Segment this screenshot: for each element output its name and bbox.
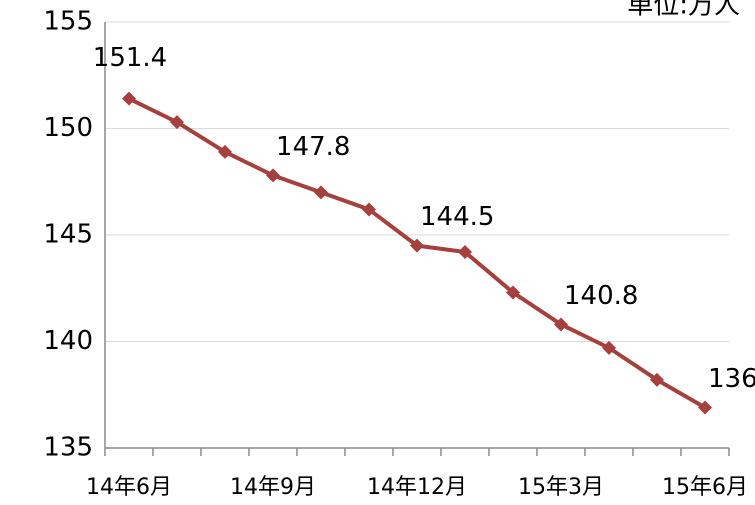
- y-tick-label: 145: [43, 220, 93, 250]
- x-tick-label: 14年12月: [367, 475, 467, 500]
- marker: [554, 317, 568, 332]
- data-label: 144.5: [420, 202, 494, 232]
- marker: [266, 168, 280, 183]
- marker: [218, 144, 232, 159]
- marker: [602, 340, 616, 355]
- marker: [458, 245, 472, 260]
- marker: [506, 285, 520, 300]
- y-tick-label: 135: [43, 433, 93, 463]
- line: [128, 96, 706, 410]
- y-tick-label: 140: [43, 326, 93, 356]
- unit-label: 单位:万人: [627, 0, 740, 21]
- marker: [362, 202, 376, 217]
- marker: [410, 238, 424, 253]
- x-tick-label: 14年9月: [230, 475, 316, 500]
- y-tick-label: 155: [43, 7, 93, 37]
- marker: [698, 400, 712, 415]
- data-label: 147.8: [276, 132, 350, 162]
- x-tick-label: 14年6月: [86, 475, 172, 500]
- y-tick-label: 150: [43, 113, 93, 143]
- x-tick-label: 15年6月: [662, 475, 748, 500]
- x-tick-label: 15年3月: [518, 475, 604, 500]
- data-label: 140.8: [564, 281, 638, 311]
- data-label: 136.9: [708, 364, 755, 394]
- marker: [122, 91, 136, 106]
- marker: [170, 115, 184, 130]
- marker: [314, 185, 328, 200]
- marker: [650, 372, 664, 387]
- data-label: 151.4: [93, 43, 167, 73]
